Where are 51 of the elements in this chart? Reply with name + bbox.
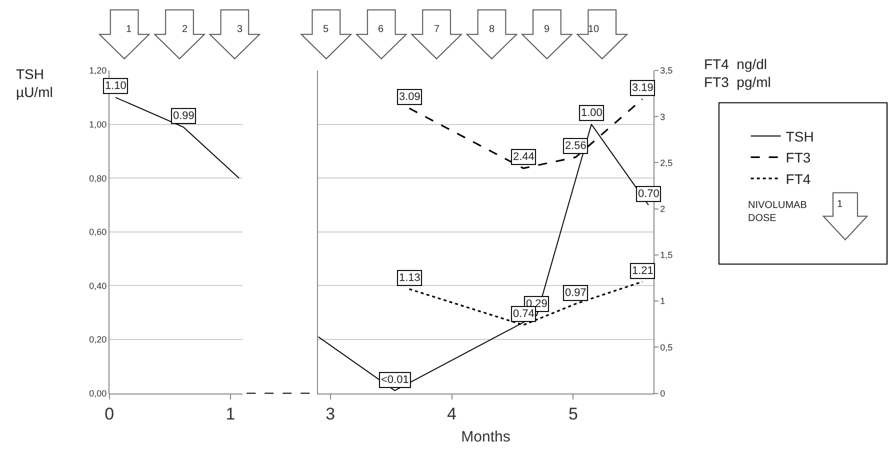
text: NIVOLUMAB DOSE xyxy=(748,200,808,224)
y2-tick-label: 1,5 xyxy=(660,250,673,260)
legend-label: FT3 xyxy=(786,150,811,166)
y-axis-title: TSH µU/ml xyxy=(16,66,53,100)
text: 2 xyxy=(182,24,188,35)
y-tick-label: 0,00 xyxy=(89,388,107,398)
y2-axis-title: FT4 ng/dl FT3 pg/ml xyxy=(704,56,771,90)
y2-tick-label: 2,5 xyxy=(660,158,673,168)
text: 7 xyxy=(434,24,440,35)
data-label: 0.70 xyxy=(638,188,660,200)
legend-label: FT4 xyxy=(786,170,811,187)
data-label: 0.74 xyxy=(513,308,534,320)
data-label: 2.56 xyxy=(565,140,586,152)
data-label: 2.44 xyxy=(513,151,534,163)
y2-tick-label: 2 xyxy=(660,204,666,214)
y2-tick-label: 1 xyxy=(660,296,666,306)
y-tick-label: 0,40 xyxy=(89,280,107,291)
x-tick-label: 0 xyxy=(104,404,114,424)
y-tick-label: 0,60 xyxy=(89,227,107,238)
y2-tick-label: 3,5 xyxy=(660,66,673,76)
data-label: 0.99 xyxy=(173,110,194,122)
text: 8 xyxy=(489,24,495,35)
y2-tick-label: 3 xyxy=(660,112,666,122)
y2-tick-label: 0 xyxy=(660,388,666,398)
y-tick-label: 0,80 xyxy=(89,173,107,184)
y2-tick-label: 0,5 xyxy=(660,342,673,352)
y-tick-label: 1,20 xyxy=(89,66,107,76)
text: 10 xyxy=(588,24,600,35)
text: 1 xyxy=(126,24,132,35)
data-label: 3.19 xyxy=(632,82,654,94)
data-label: 1.10 xyxy=(105,80,126,92)
data-label: 3.09 xyxy=(399,91,420,103)
x-tick-label: 1 xyxy=(226,404,236,424)
x-tick-label: 3 xyxy=(326,404,336,424)
text: 3 xyxy=(237,24,243,35)
text: 5 xyxy=(323,24,329,35)
text: 9 xyxy=(544,24,550,35)
x-tick-label: 4 xyxy=(447,404,457,424)
data-label: 1.13 xyxy=(399,272,420,284)
data-label: <0.01 xyxy=(381,374,409,386)
data-label: 1.21 xyxy=(632,265,654,277)
data-label: 1.00 xyxy=(581,107,602,119)
line-series xyxy=(408,280,644,326)
x-axis-title: Months xyxy=(461,428,510,446)
text: 1 xyxy=(837,199,843,210)
legend-label: TSH xyxy=(786,128,814,144)
text: 6 xyxy=(378,24,384,35)
data-label: 0.97 xyxy=(565,287,586,299)
y-tick-label: 1,00 xyxy=(89,119,107,130)
y-tick-label: 0,20 xyxy=(89,334,107,345)
x-tick-label: 5 xyxy=(568,404,578,424)
